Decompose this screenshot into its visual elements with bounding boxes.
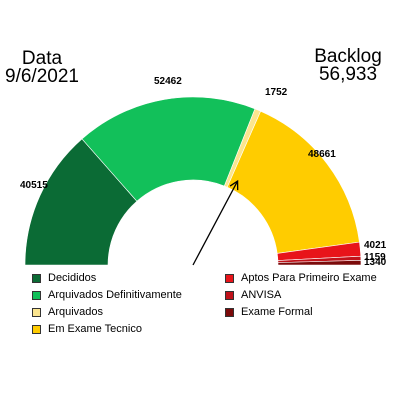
legend-label: Arquivados Definitivamente bbox=[48, 289, 182, 301]
backlog-title: Backlog bbox=[314, 46, 382, 67]
legend-swatch bbox=[32, 307, 41, 317]
gauge-needle-arrowhead bbox=[229, 179, 239, 191]
legend-item-decididos: Decididos bbox=[32, 272, 96, 284]
gauge-needle-layer bbox=[192, 179, 239, 266]
gauge-label-arquivados-definitivamente: 52462 bbox=[154, 76, 182, 87]
legend-swatch bbox=[225, 307, 234, 317]
legend-label: Aptos Para Primeiro Exame bbox=[241, 272, 377, 284]
legend-item-aptos-para-primeiro-exame: Aptos Para Primeiro Exame bbox=[225, 272, 377, 284]
legend-item-anvisa: ANVISA bbox=[225, 289, 281, 301]
backlog-value: 56,933 bbox=[318, 64, 378, 85]
date-title: Data bbox=[21, 48, 63, 69]
legend-swatch bbox=[32, 324, 41, 334]
legend-swatch bbox=[225, 290, 234, 300]
gauge-segment-arquivados-definitivamente bbox=[81, 96, 256, 202]
legend-item-arquivados-definitivamente: Arquivados Definitivamente bbox=[32, 289, 182, 301]
legend-label: Em Exame Tecnico bbox=[48, 323, 142, 335]
legend-swatch bbox=[225, 273, 234, 283]
legend-label: ANVISA bbox=[241, 289, 282, 301]
gauge-label-anvisa: 1159 bbox=[364, 252, 386, 263]
gauge-arc-layer bbox=[24, 96, 362, 266]
date-block: Data 9/6/2021 bbox=[4, 48, 80, 87]
legend-label: Arquivados bbox=[48, 306, 104, 318]
gauge-label-decididos: 40515 bbox=[20, 180, 48, 191]
gauge-label-arquivados: 1752 bbox=[265, 87, 288, 98]
gauge-label-exame-formal: 1340 bbox=[364, 257, 387, 268]
legend-item-em-exame-tecnico: Em Exame Tecnico bbox=[32, 323, 142, 335]
legend-item-arquivados: Arquivados bbox=[32, 306, 103, 318]
gauge-label-em-exame-tecnico: 48661 bbox=[308, 149, 336, 160]
legend-item-exame-formal: Exame Formal bbox=[225, 306, 313, 318]
gauge-label-aptos-para-primeiro-exame: 4021 bbox=[364, 240, 387, 251]
legend-label: Exame Formal bbox=[241, 306, 313, 318]
date-value: 9/6/2021 bbox=[5, 66, 79, 87]
gauge-segment-exame-formal bbox=[277, 259, 362, 266]
legend-label: Decididos bbox=[48, 272, 97, 284]
backlog-block: Backlog 56,933 bbox=[308, 46, 388, 85]
legend-swatch bbox=[32, 290, 41, 300]
gauge-needle-line bbox=[192, 180, 239, 266]
legend-swatch bbox=[32, 273, 41, 283]
